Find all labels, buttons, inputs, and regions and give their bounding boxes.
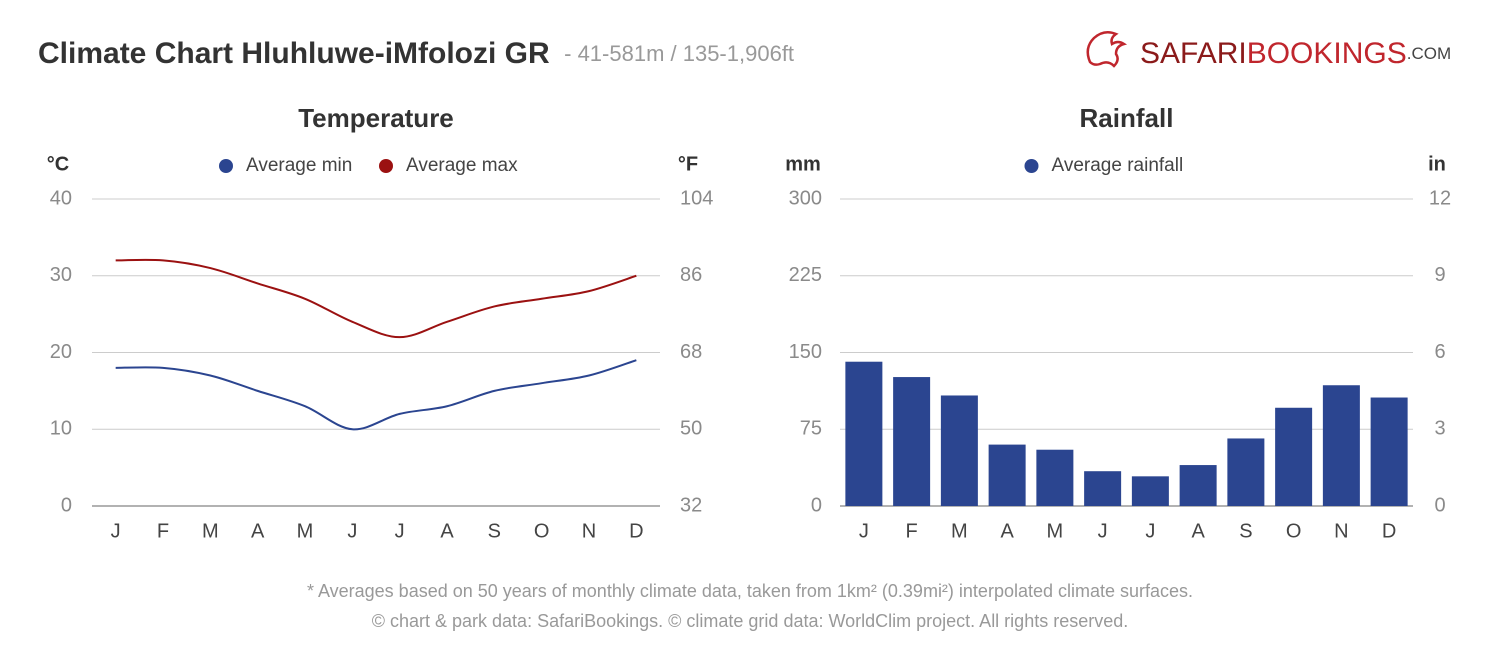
x-tick-label: D [1382,520,1396,542]
bar [1084,471,1122,506]
legend-marker [379,159,393,173]
chart-title: Temperature [298,103,454,133]
x-tick-label: J [1145,520,1155,542]
bar [845,361,883,506]
logo-icon [1086,30,1128,68]
page-title: Climate Chart Hluhluwe-iMfolozi GR [38,37,550,70]
bar [988,444,1026,506]
x-tick-label: A [1191,520,1205,542]
x-tick-label: J [1098,520,1108,542]
bar [1275,407,1313,506]
x-tick-label: F [157,520,169,542]
line-series [115,359,637,431]
x-tick-label: M [951,520,968,542]
y-axis-label: mm [785,153,821,175]
legend-label: Average min [246,155,352,176]
y2-tick-label: 86 [680,264,702,286]
y-tick-label: 0 [61,494,72,516]
bar [893,377,931,506]
x-tick-label: F [906,520,918,542]
x-tick-label: A [440,520,454,542]
x-tick-label: J [859,520,869,542]
x-tick-label: A [1000,520,1014,542]
legend-marker [219,159,233,173]
y2-tick-label: 0 [1434,494,1445,516]
legend-label: Average rainfall [1052,155,1184,176]
y2-axis-label: °F [678,153,698,175]
y-tick-label: 40 [50,187,72,209]
logo: SAFARIBOOKINGS.COM [1086,30,1451,70]
y2-tick-label: 68 [680,341,702,363]
x-tick-label: M [1047,520,1064,542]
y2-tick-label: 32 [680,494,702,516]
legend-label: Average max [406,155,518,176]
y-tick-label: 20 [50,341,72,363]
bar [1179,465,1217,506]
bar [1227,438,1265,506]
x-tick-label: M [202,520,219,542]
y-tick-label: 225 [789,264,822,286]
x-tick-label: O [534,520,550,542]
y-tick-label: 10 [50,418,72,440]
bar [1322,385,1360,506]
page-subtitle: - 41-581m / 135-1,906ft [564,41,794,66]
x-tick-label: S [1239,520,1252,542]
legend-marker [1024,159,1039,173]
footnote: * Averages based on 50 years of monthly … [307,581,1193,601]
y2-tick-label: 50 [680,418,702,440]
logo-text: SAFARIBOOKINGS.COM [1140,37,1451,70]
bar [1036,449,1074,506]
y2-axis-label: in [1428,153,1446,175]
y-tick-label: 0 [811,494,822,516]
x-tick-label: O [1286,520,1302,542]
bar [1370,397,1408,506]
y-tick-label: 30 [50,264,72,286]
logo-part: .COM [1407,44,1451,63]
x-tick-label: A [251,520,265,542]
y2-tick-label: 6 [1434,341,1445,363]
x-tick-label: J [395,520,405,542]
bar [940,395,978,506]
x-tick-label: J [111,520,121,542]
y2-tick-label: 104 [680,187,713,209]
y-tick-label: 300 [789,187,822,209]
logo-part: BOOKINGS [1247,37,1407,70]
y2-tick-label: 9 [1434,264,1445,286]
header: Climate Chart Hluhluwe-iMfolozi GR - 41-… [38,37,794,70]
line-series [115,258,637,339]
y-tick-label: 150 [789,341,822,363]
x-tick-label: N [582,520,596,542]
x-tick-label: N [1334,520,1348,542]
y2-tick-label: 12 [1429,187,1451,209]
x-tick-label: D [629,520,643,542]
bar [1131,476,1169,506]
y-tick-label: 75 [800,418,822,440]
x-tick-label: S [488,520,501,542]
logo-part: SAFARI [1140,37,1247,70]
x-tick-label: J [347,520,357,542]
footnote: © chart & park data: SafariBookings. © c… [372,611,1129,631]
y-axis-label: °C [47,153,69,175]
chart-title: Rainfall [1080,103,1174,133]
x-tick-label: M [297,520,314,542]
y2-tick-label: 3 [1434,418,1445,440]
